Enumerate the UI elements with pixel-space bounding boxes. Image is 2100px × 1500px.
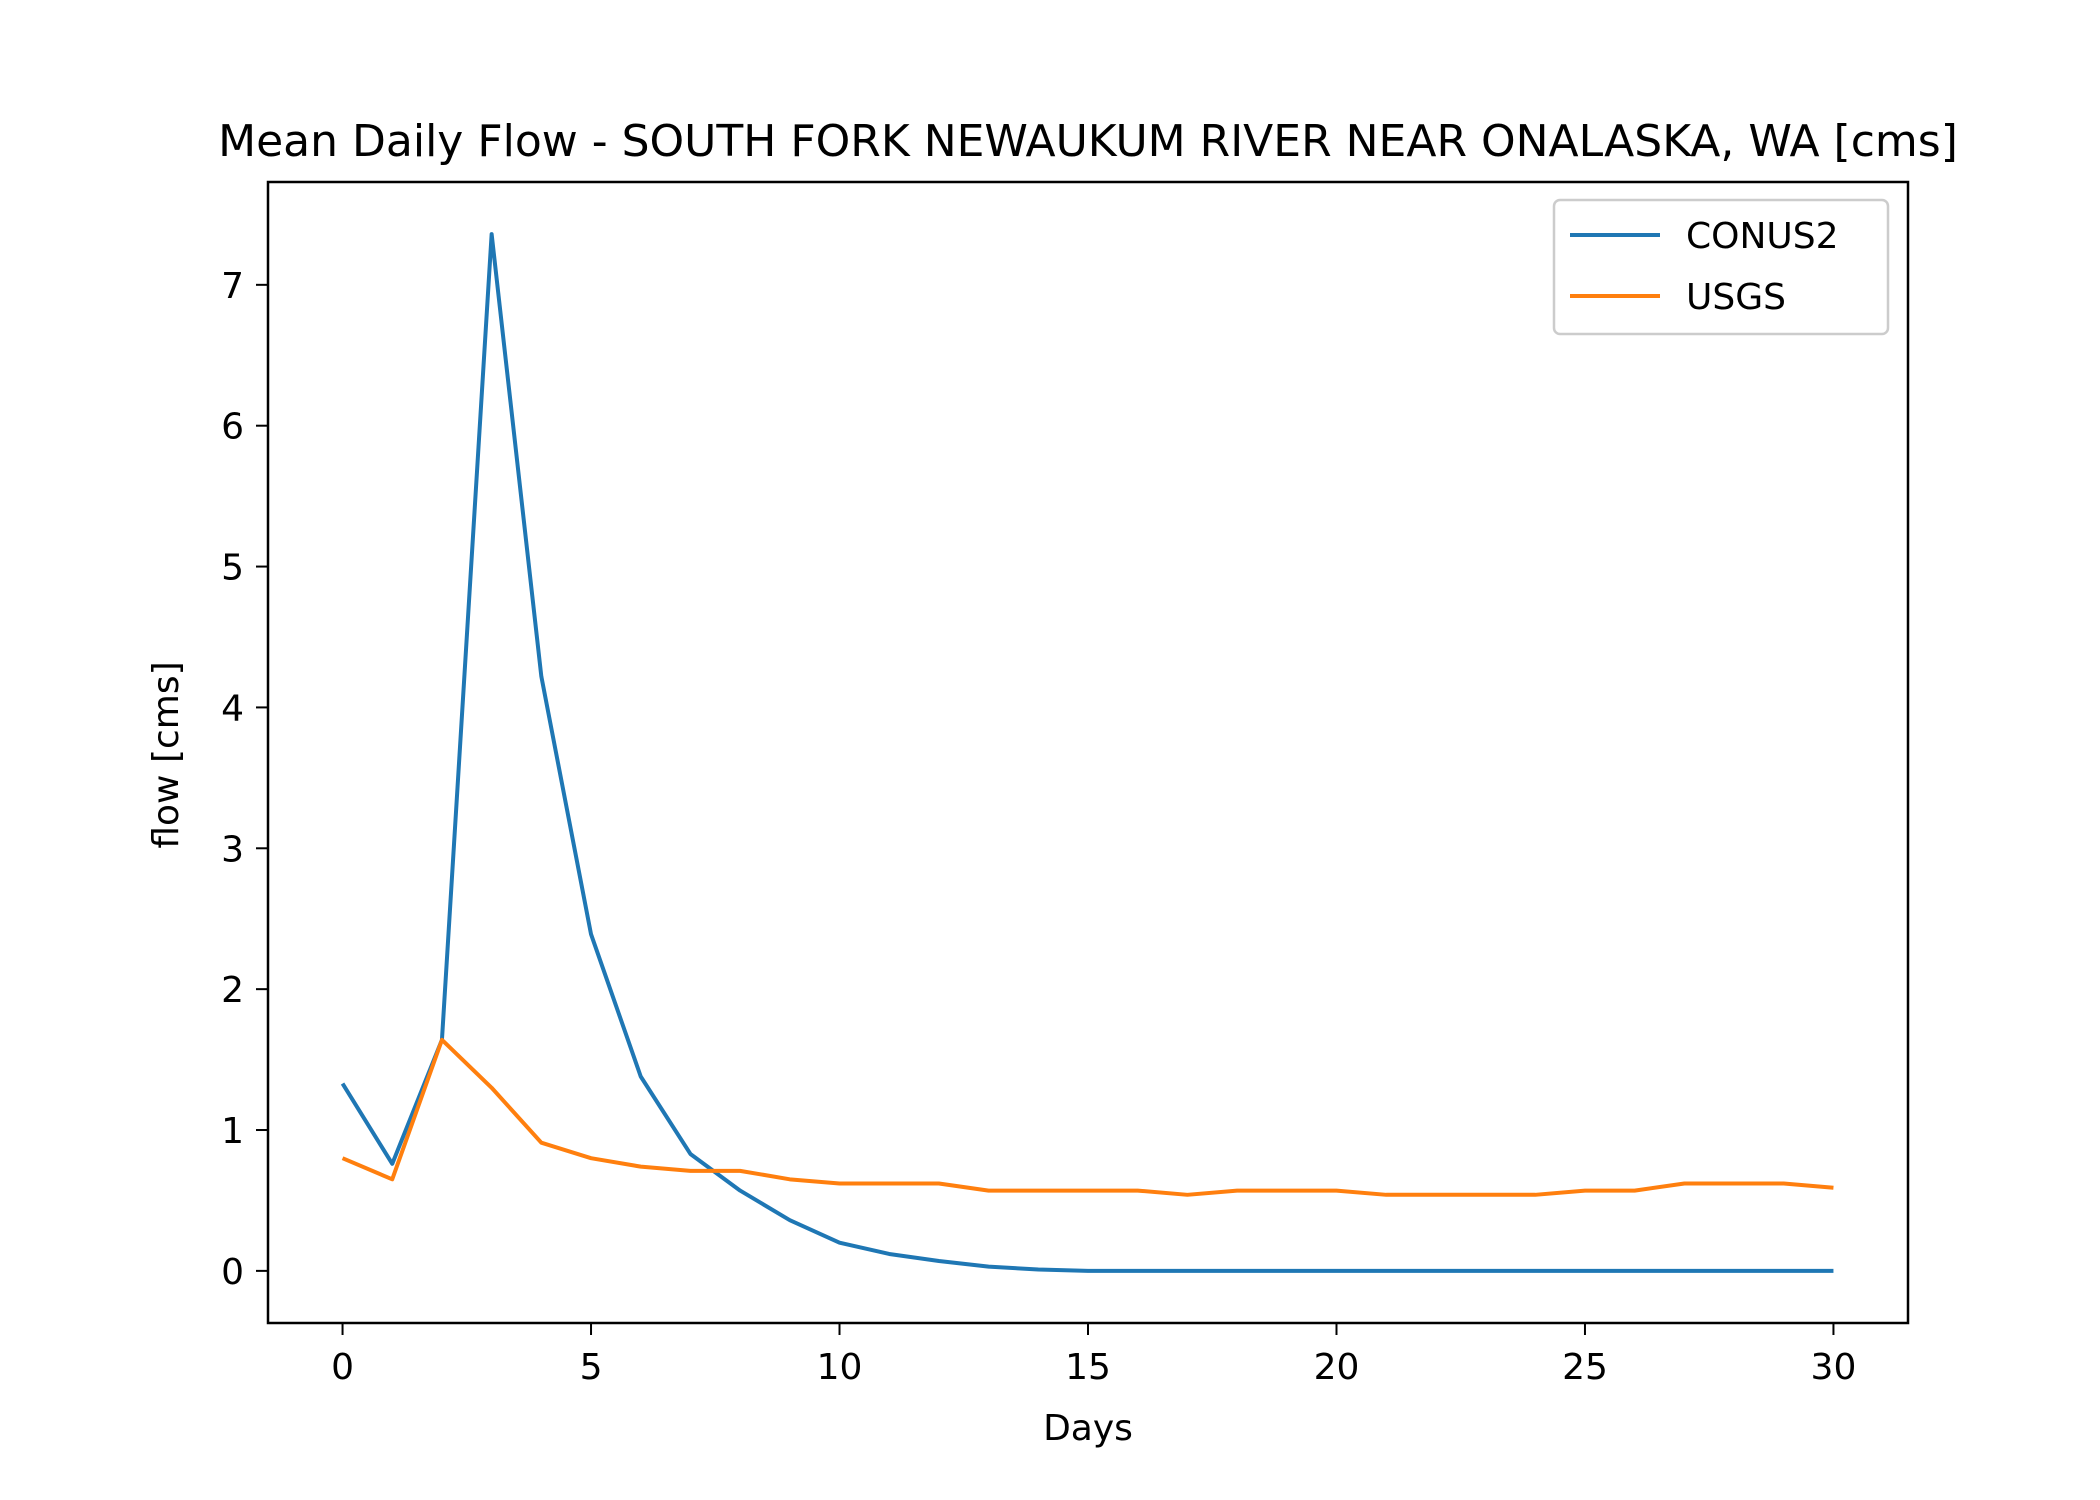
y-tick-label: 3 [221,829,244,870]
y-axis-label: flow [cms] [146,661,187,848]
y-tick-label: 5 [221,548,244,589]
y-tick-label: 1 [221,1111,244,1152]
legend: CONUS2 USGS [1552,198,1890,336]
y-tick-label: 6 [221,407,244,448]
chart-title: Mean Daily Flow - SOUTH FORK NEWAUKUM RI… [218,116,1958,167]
plot-frame [266,180,1910,1325]
y-tick-label: 0 [221,1252,244,1293]
y-tick-label: 4 [221,688,244,729]
x-tick-label: 0 [331,1347,354,1388]
series-lines [340,232,1834,1273]
legend-label-conus2: CONUS2 [1686,216,1839,257]
x-tick-label: 30 [1811,1347,1857,1388]
x-tick-label: 25 [1562,1347,1608,1388]
series-line-conus2 [340,232,1834,1273]
legend-label-usgs: USGS [1686,277,1786,318]
y-tick-label: 2 [221,970,244,1011]
x-tick-label: 5 [580,1347,603,1388]
y-axis-ticks: 0 1 2 3 4 5 6 7 [221,266,268,1293]
x-tick-label: 15 [1065,1347,1111,1388]
x-axis-label: Days [1043,1408,1133,1449]
x-tick-label: 10 [817,1347,863,1388]
x-tick-label: 20 [1314,1347,1360,1388]
series-line-usgs [341,1037,1834,1197]
x-axis-ticks: 0 5 10 15 20 25 30 [331,1323,1856,1388]
y-tick-label: 7 [221,266,244,307]
